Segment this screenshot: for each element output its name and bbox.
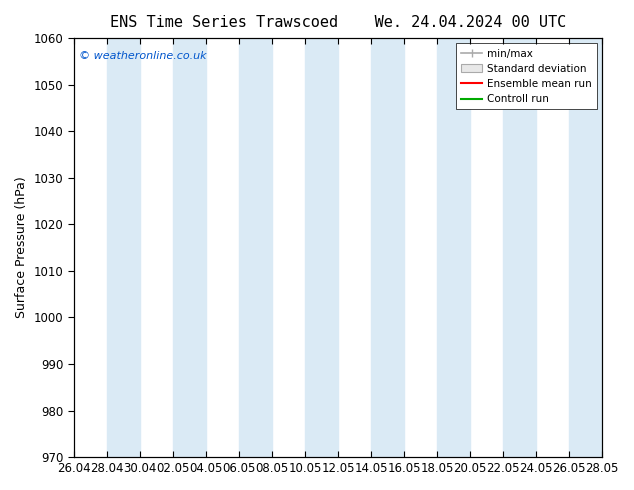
Bar — [107, 38, 139, 457]
Bar — [503, 38, 536, 457]
Bar — [239, 38, 272, 457]
Bar — [173, 38, 206, 457]
Title: ENS Time Series Trawscoed    We. 24.04.2024 00 UTC: ENS Time Series Trawscoed We. 24.04.2024… — [110, 15, 566, 30]
Bar — [437, 38, 470, 457]
Y-axis label: Surface Pressure (hPa): Surface Pressure (hPa) — [15, 177, 28, 318]
Bar — [371, 38, 404, 457]
Text: © weatheronline.co.uk: © weatheronline.co.uk — [79, 50, 207, 61]
Bar — [305, 38, 338, 457]
Bar — [569, 38, 602, 457]
Legend: min/max, Standard deviation, Ensemble mean run, Controll run: min/max, Standard deviation, Ensemble me… — [456, 43, 597, 109]
